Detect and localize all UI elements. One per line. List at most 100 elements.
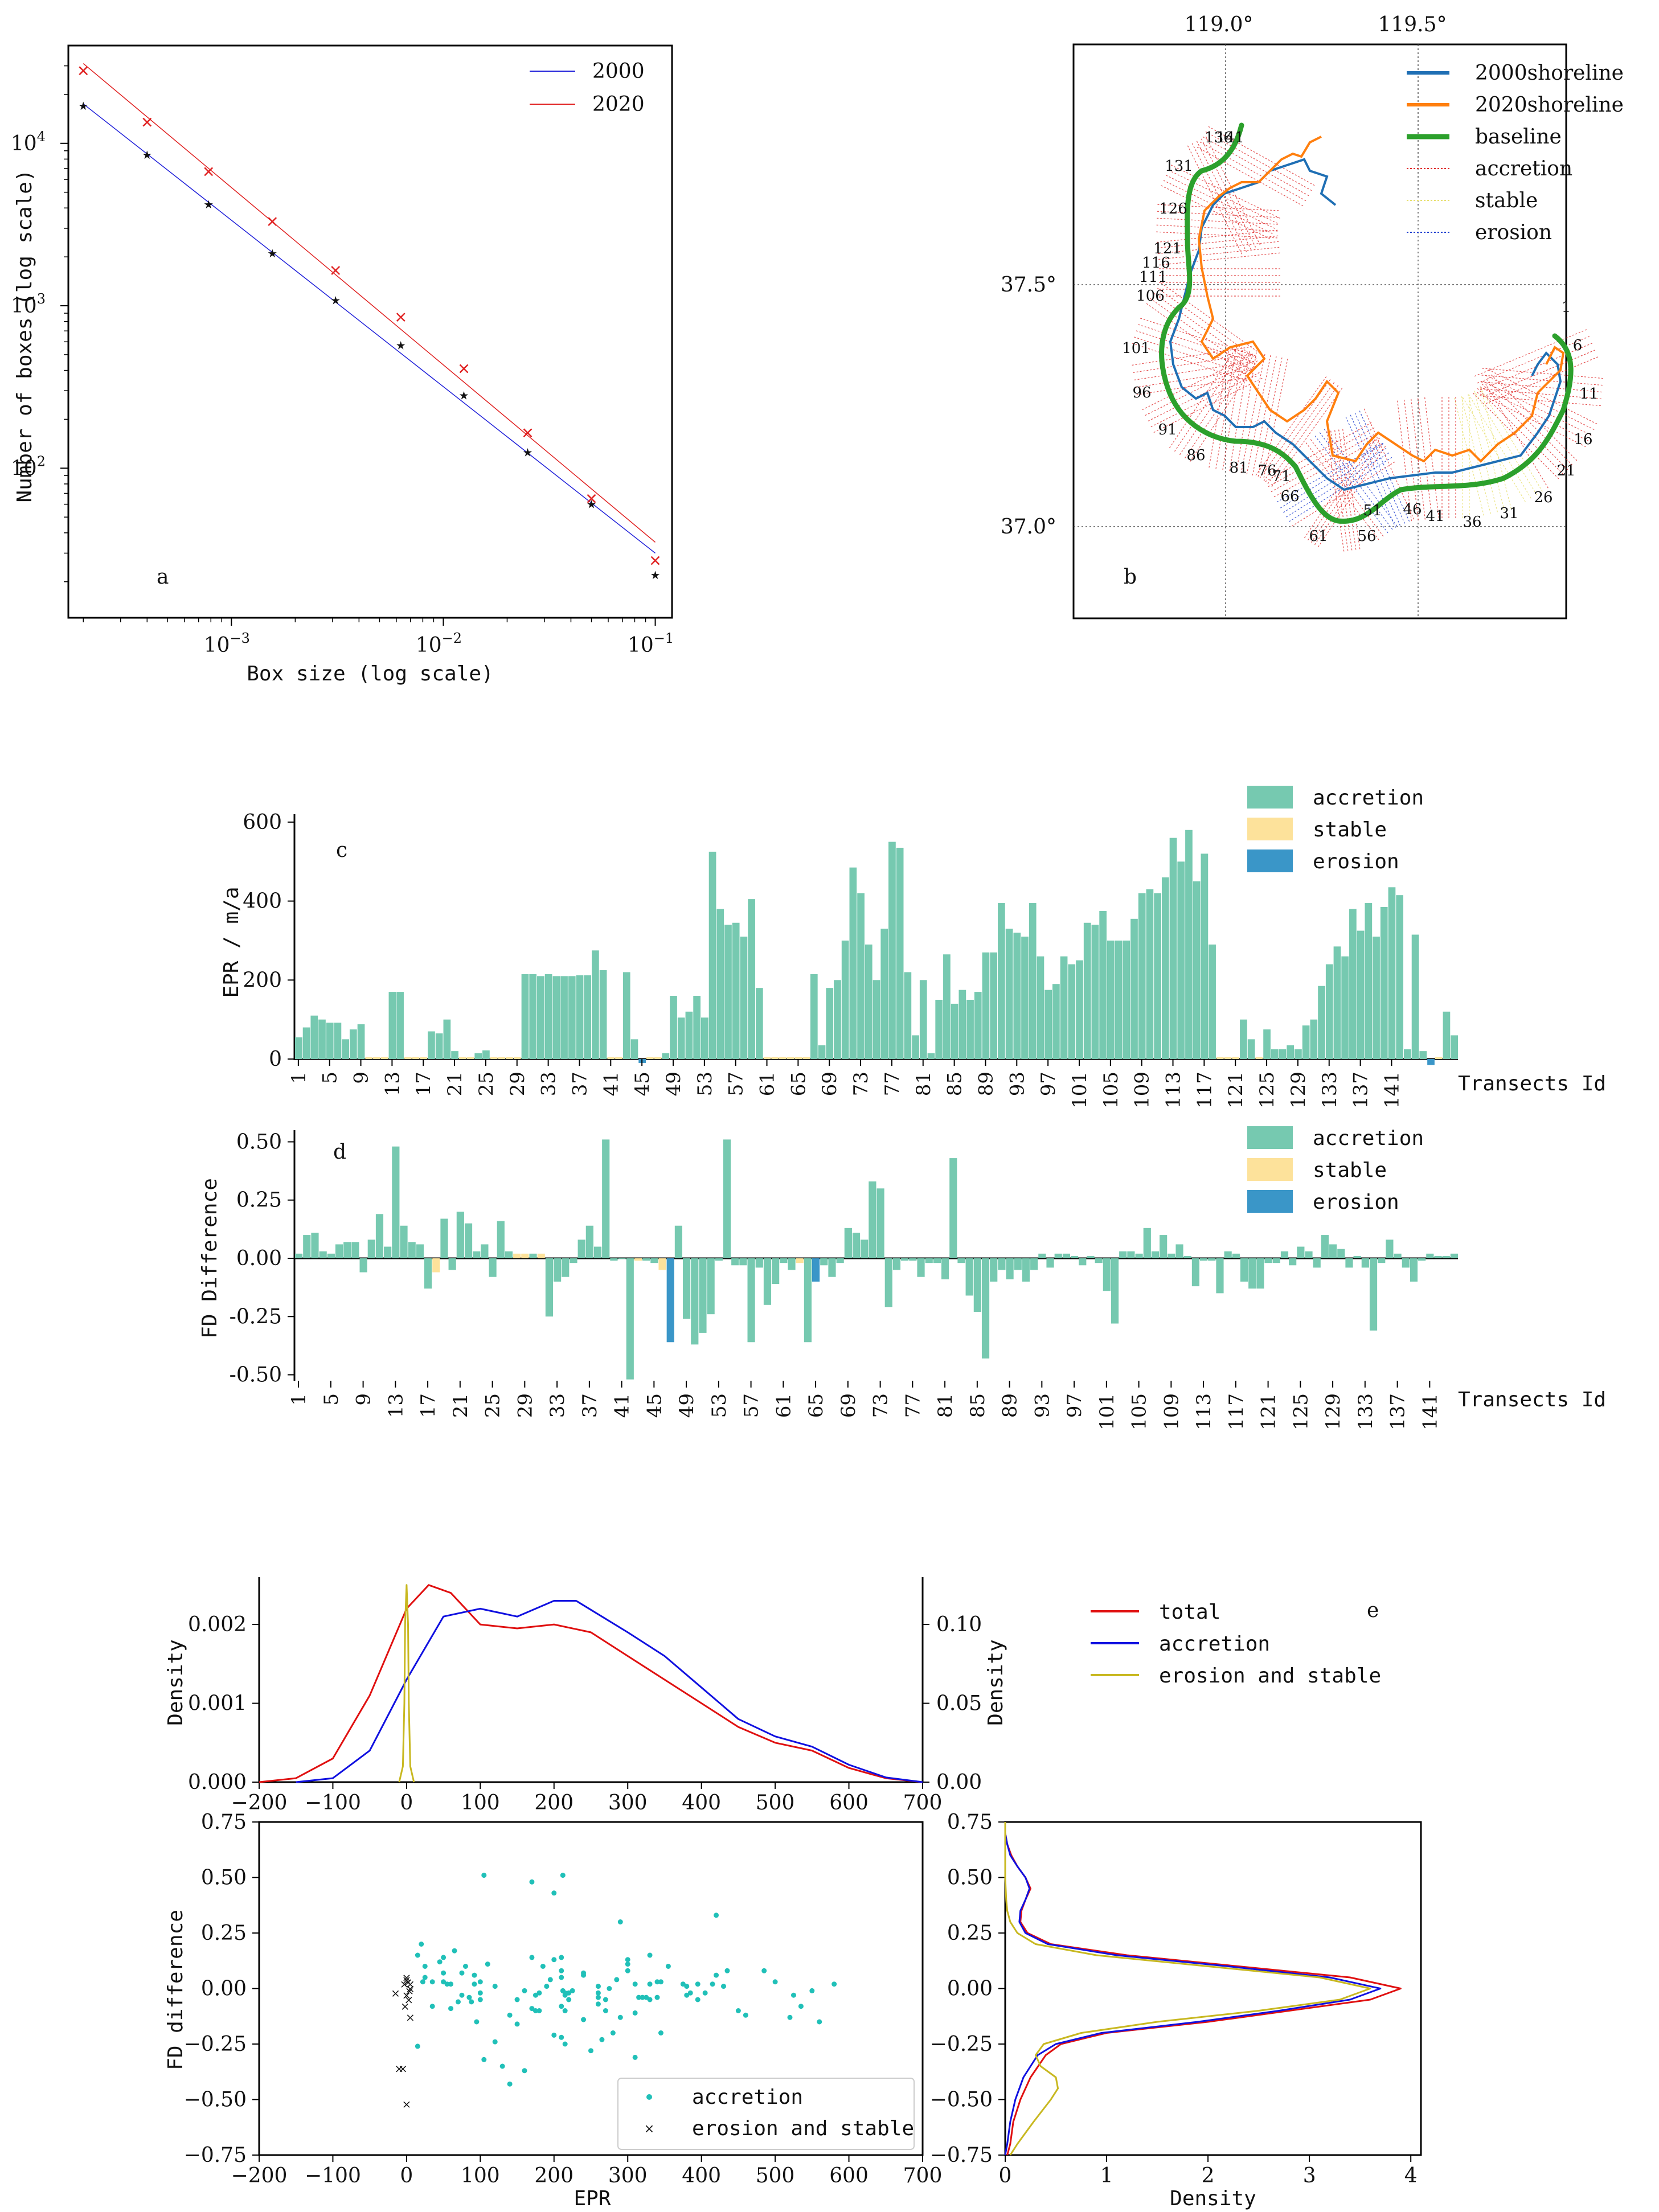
bar-transect-85 bbox=[951, 1003, 958, 1059]
transect-label-71: 71 bbox=[1272, 468, 1291, 485]
scatter-point-accretion bbox=[477, 1990, 483, 1996]
bar-transect-30 bbox=[521, 974, 529, 1059]
y-tick-label: 0 bbox=[269, 1048, 282, 1071]
bar-transect-99 bbox=[1087, 1255, 1095, 1258]
transect-id-labels: 1611162126313641465156616671768186919610… bbox=[1122, 129, 1598, 545]
transect-label-46: 46 bbox=[1403, 501, 1422, 518]
bar-transect-22 bbox=[458, 1057, 466, 1059]
bar-transect-17 bbox=[420, 1057, 428, 1059]
transect-label-131: 131 bbox=[1165, 158, 1193, 175]
bar-transect-108 bbox=[1130, 918, 1138, 1059]
bar-transect-118 bbox=[1209, 944, 1216, 1059]
scatter-legend-accretion-marker bbox=[646, 2094, 652, 2100]
bar-transect-44 bbox=[642, 1258, 650, 1261]
bar-transect-130 bbox=[1337, 1249, 1345, 1258]
scatter-point-accretion bbox=[595, 1984, 601, 1989]
bar-transect-132 bbox=[1318, 986, 1325, 1059]
point-2000: ★ bbox=[650, 568, 661, 582]
bar-transect-54 bbox=[723, 1139, 731, 1258]
bar-transect-6 bbox=[334, 1023, 342, 1059]
bar-transect-7 bbox=[343, 1242, 351, 1258]
scatter-point-accretion bbox=[448, 2006, 454, 2012]
bar-transect-148 bbox=[1443, 1011, 1451, 1059]
bar-transect-13 bbox=[392, 1146, 400, 1258]
x-tick-label: 69 bbox=[818, 1072, 841, 1096]
scatter-point-accretion bbox=[721, 1984, 726, 1989]
bar-transect-121 bbox=[1264, 1258, 1272, 1263]
bar-transect-2 bbox=[302, 1027, 310, 1059]
scatter-point-accretion bbox=[466, 1995, 472, 2000]
panel-c-bars: 0 200 400 600 1 5 9 13 17 21 25 29 33 37 41 45 49 53 57 61 6… bbox=[243, 811, 1458, 1109]
x-tick-label: 33 bbox=[546, 1393, 569, 1418]
scatter-point-accretion bbox=[636, 1995, 642, 2000]
scatter-point-accretion bbox=[787, 2014, 793, 2020]
scatter-point-accretion bbox=[566, 1990, 572, 1996]
bar-transect-74 bbox=[884, 1258, 892, 1307]
bar-transect-101 bbox=[1076, 960, 1083, 1059]
bar-transect-141 bbox=[1426, 1253, 1434, 1258]
transect-label-31: 31 bbox=[1500, 505, 1518, 522]
x-tick-label: 57 bbox=[740, 1393, 763, 1418]
scatter-point-erosion-stable: × bbox=[405, 1984, 415, 1997]
scatter-point-accretion bbox=[560, 1873, 566, 1878]
scatter-point-accretion bbox=[647, 1997, 653, 2002]
bar-transect-2 bbox=[303, 1235, 311, 1258]
scatter-point-accretion bbox=[559, 2004, 564, 2009]
panel-e-scatter-legend: accretion × erosion and stable bbox=[617, 2078, 915, 2150]
x-tick-label: 89 bbox=[974, 1072, 997, 1096]
scatter-point-accretion bbox=[514, 1997, 520, 2002]
shoreline-2020 bbox=[1197, 136, 1565, 463]
x-tick-label: 121 bbox=[1257, 1393, 1280, 1430]
bar-transect-136 bbox=[1349, 909, 1357, 1059]
x-tick-label: 45 bbox=[631, 1072, 654, 1096]
scatter-point-accretion bbox=[459, 1970, 465, 1976]
bar-transect-119 bbox=[1216, 1057, 1224, 1059]
bar-transect-98 bbox=[1079, 1258, 1087, 1266]
bar-transect-66 bbox=[802, 1057, 810, 1059]
transect-label-106: 106 bbox=[1136, 288, 1165, 305]
bar-transect-1 bbox=[295, 1037, 302, 1059]
bar-transect-55 bbox=[716, 909, 724, 1059]
epr-tick-label: 100 bbox=[461, 1791, 500, 1815]
density-tick-label: 1 bbox=[1100, 2164, 1113, 2188]
epr-tick-label: 400 bbox=[682, 1791, 721, 1815]
bar-transect-145 bbox=[1419, 1051, 1427, 1059]
scatter-point-accretion bbox=[735, 2008, 741, 2013]
x-tick-label: 77 bbox=[881, 1072, 904, 1096]
bar-transect-112 bbox=[1161, 877, 1169, 1059]
bar-transect-57 bbox=[747, 1258, 755, 1343]
bar-transect-131 bbox=[1310, 1019, 1318, 1059]
transect-label-61: 61 bbox=[1309, 528, 1328, 545]
scatter-point-accretion bbox=[532, 1992, 538, 1998]
point-x-stroke bbox=[396, 313, 405, 322]
scatter-point-erosion-stable: × bbox=[398, 2062, 408, 2075]
point-2020 bbox=[142, 117, 152, 127]
scatter-point-accretion bbox=[522, 1988, 527, 1993]
bar-transect-43 bbox=[634, 1258, 642, 1261]
bar-transect-80 bbox=[912, 1035, 919, 1059]
transect-label-16: 16 bbox=[1574, 431, 1592, 448]
panel-d-legend: accretion stable erosion bbox=[1247, 1126, 1424, 1214]
scatter-point-accretion bbox=[559, 2034, 564, 2040]
bar-transect-31 bbox=[537, 1253, 545, 1258]
point-2020 bbox=[459, 364, 469, 374]
bar-transect-114 bbox=[1208, 1258, 1216, 1261]
bar-transect-135 bbox=[1341, 956, 1349, 1059]
scatter-point-erosion-stable: × bbox=[402, 2097, 412, 2111]
legend-c-erosion-swatch bbox=[1247, 849, 1293, 872]
legend-d-erosion-label: erosion bbox=[1313, 1191, 1399, 1214]
left-y-tick-label: 0.001 bbox=[188, 1692, 247, 1716]
x-tick-label: 141 bbox=[1419, 1393, 1441, 1430]
scatter-point-accretion bbox=[603, 2008, 608, 2013]
bar-transect-32 bbox=[537, 976, 544, 1059]
point-x-stroke bbox=[268, 217, 277, 226]
scatter-point-accretion bbox=[640, 1995, 645, 2000]
bar-transect-102 bbox=[1083, 922, 1091, 1059]
bar-transect-11 bbox=[375, 1214, 384, 1258]
transect-label-26: 26 bbox=[1534, 489, 1553, 506]
x-tick-label: 53 bbox=[708, 1393, 731, 1418]
bar-transect-94 bbox=[1046, 1258, 1054, 1268]
scatter-point-erosion-stable: × bbox=[405, 1977, 415, 1991]
bar-transect-139 bbox=[1410, 1258, 1418, 1282]
legend-d-accretion-swatch bbox=[1247, 1126, 1293, 1149]
